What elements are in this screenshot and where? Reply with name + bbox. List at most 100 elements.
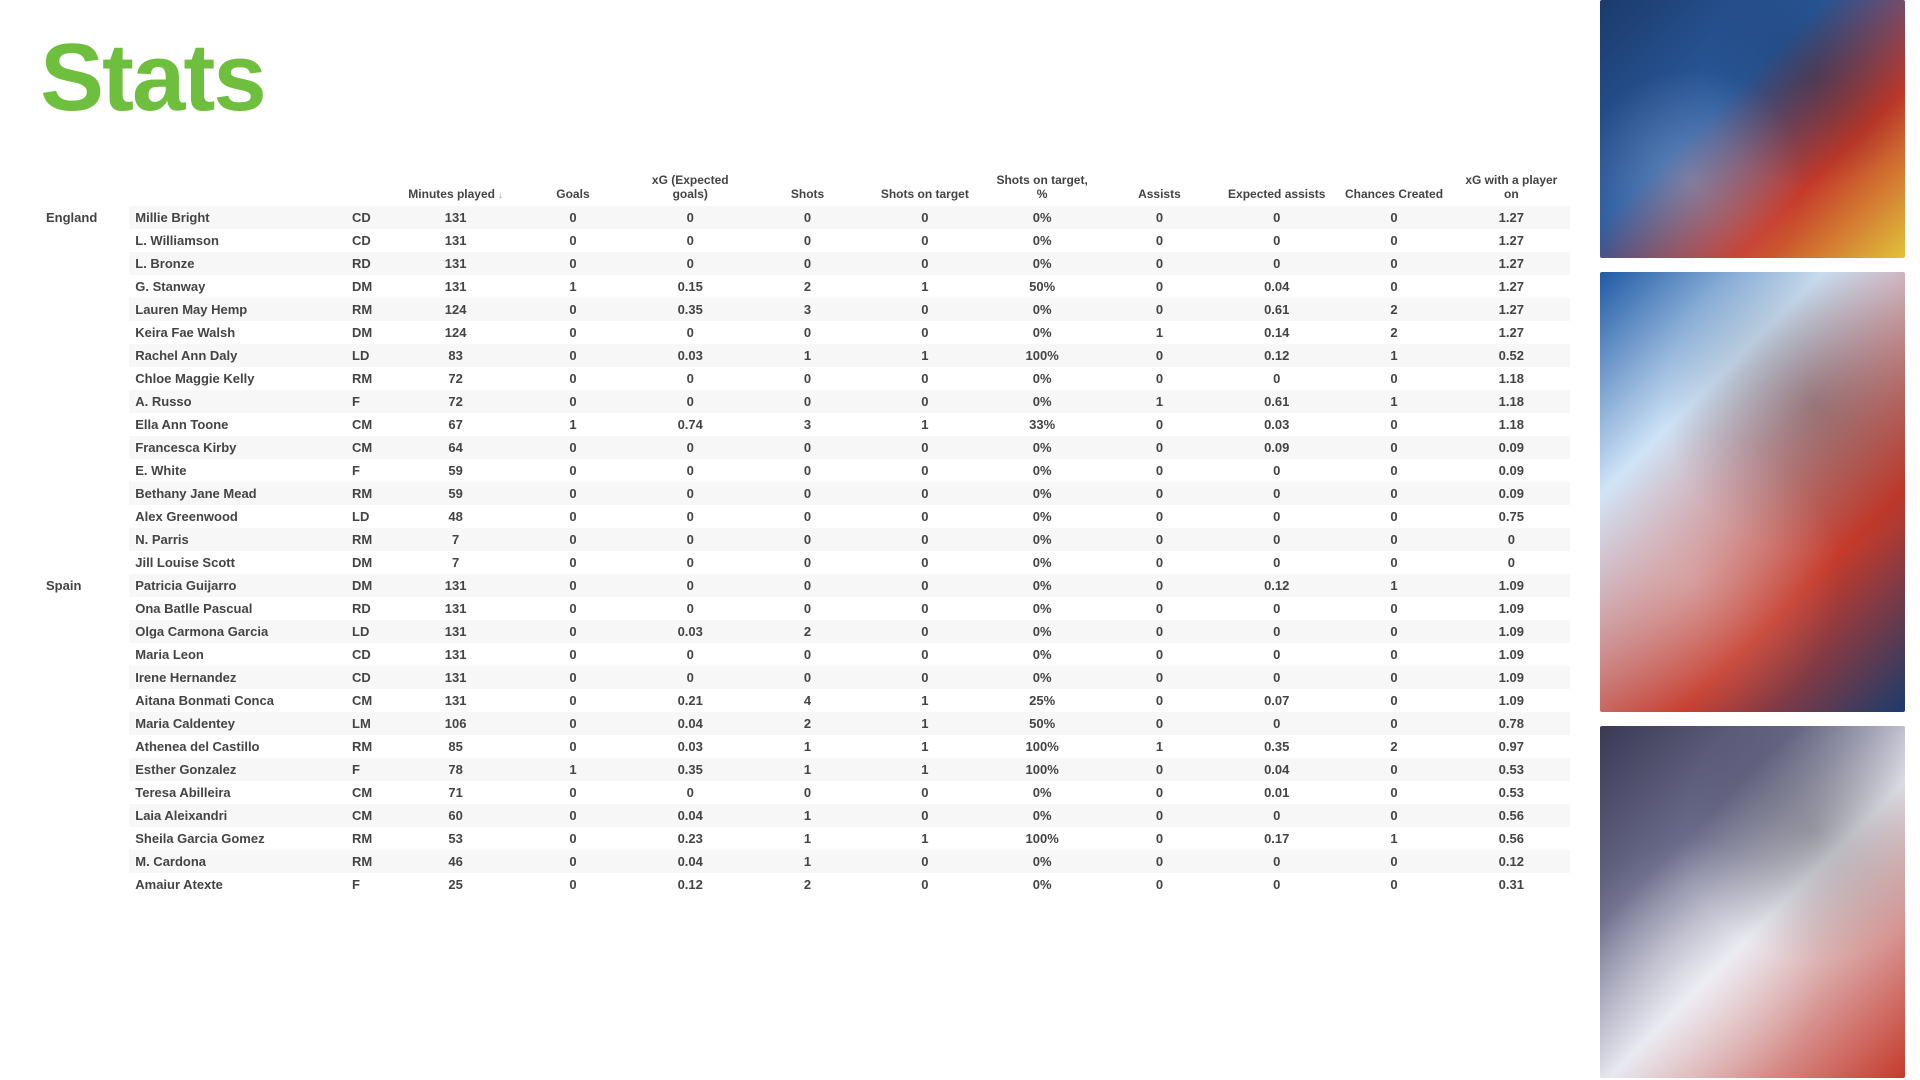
stat-cell: 0	[514, 873, 631, 896]
player-name: Aitana Bonmati Conca	[129, 689, 346, 712]
stat-cell: 0	[1218, 850, 1335, 873]
stat-cell: 0	[1335, 252, 1452, 275]
stat-cell: 0	[1335, 505, 1452, 528]
stat-cell: 0	[1335, 712, 1452, 735]
stat-cell: 0%	[983, 321, 1100, 344]
stat-cell: 33%	[983, 413, 1100, 436]
player-name: Sheila Garcia Gomez	[129, 827, 346, 850]
stat-cell: 0	[1101, 574, 1218, 597]
player-name: Amaiur Atexte	[129, 873, 346, 896]
col-expected-assists[interactable]: Expected assists	[1218, 166, 1335, 206]
stat-cell: 0	[1335, 666, 1452, 689]
stat-cell: 0%	[983, 482, 1100, 505]
stat-cell: 0	[632, 390, 749, 413]
table-row: A. RussoF7200000%10.6111.18	[40, 390, 1570, 413]
player-position: RD	[346, 597, 397, 620]
stat-cell: 1	[866, 344, 983, 367]
stat-cell: 0.12	[1453, 850, 1570, 873]
stat-cell: 0	[514, 620, 631, 643]
stat-cell: 0	[514, 551, 631, 574]
team-cell	[40, 643, 129, 666]
stat-cell: 100%	[983, 758, 1100, 781]
stat-cell: 131	[397, 643, 514, 666]
col-xg-expected-goals[interactable]: xG (Expected goals)	[632, 166, 749, 206]
stat-cell: 1	[749, 827, 866, 850]
stat-cell: 0.31	[1453, 873, 1570, 896]
team-cell	[40, 666, 129, 689]
table-row: Alex GreenwoodLD4800000%0000.75	[40, 505, 1570, 528]
stat-cell: 131	[397, 206, 514, 229]
stat-cell: 0%	[983, 850, 1100, 873]
player-name: Maria Leon	[129, 643, 346, 666]
team-cell	[40, 321, 129, 344]
table-row: Sheila Garcia GomezRM5300.2311100%00.171…	[40, 827, 1570, 850]
col-minutes-played[interactable]: Minutes played↓	[397, 166, 514, 206]
col-shots-on-target[interactable]: Shots on target, %	[983, 166, 1100, 206]
table-row: Maria CaldenteyLM10600.042150%0000.78	[40, 712, 1570, 735]
team-cell	[40, 252, 129, 275]
stat-cell: 0%	[983, 873, 1100, 896]
stat-cell: 124	[397, 298, 514, 321]
stat-cell: 0%	[983, 597, 1100, 620]
team-cell: England	[40, 206, 129, 229]
stat-cell: 0.09	[1453, 459, 1570, 482]
player-name: Ona Batlle Pascual	[129, 597, 346, 620]
team-cell	[40, 804, 129, 827]
stat-cell: 0	[632, 482, 749, 505]
stat-cell: 0.61	[1218, 298, 1335, 321]
col-assists[interactable]: Assists	[1101, 166, 1218, 206]
stat-cell: 0	[514, 252, 631, 275]
stat-cell: 0	[866, 551, 983, 574]
stat-cell: 0%	[983, 528, 1100, 551]
player-name: Jill Louise Scott	[129, 551, 346, 574]
stat-cell: 0%	[983, 620, 1100, 643]
player-position: DM	[346, 551, 397, 574]
stat-cell: 0	[632, 551, 749, 574]
table-row: Keira Fae WalshDM12400000%10.1421.27	[40, 321, 1570, 344]
table-body: EnglandMillie BrightCD13100000%0001.27L.…	[40, 206, 1570, 896]
stat-cell: 1	[749, 735, 866, 758]
team-cell	[40, 528, 129, 551]
table-row: L. WilliamsonCD13100000%0001.27	[40, 229, 1570, 252]
col-chances-created[interactable]: Chances Created	[1335, 166, 1452, 206]
stat-cell: 0%	[983, 505, 1100, 528]
stat-cell: 0.53	[1453, 781, 1570, 804]
stat-cell: 0	[1335, 459, 1452, 482]
player-name: E. White	[129, 459, 346, 482]
page-title: Stats	[40, 30, 1570, 126]
table-row: M. CardonaRM4600.04100%0000.12	[40, 850, 1570, 873]
stat-cell: 100%	[983, 344, 1100, 367]
col-xg-with-a-player-on[interactable]: xG with a player on	[1453, 166, 1570, 206]
stat-cell: 0	[514, 367, 631, 390]
stat-cell: 48	[397, 505, 514, 528]
stat-cell: 1	[749, 758, 866, 781]
stat-cell: 0	[632, 206, 749, 229]
col-shots-on-target[interactable]: Shots on target	[866, 166, 983, 206]
stat-cell: 1.09	[1453, 574, 1570, 597]
stat-cell: 0	[749, 597, 866, 620]
stat-cell: 0.09	[1453, 436, 1570, 459]
stat-cell: 0	[866, 850, 983, 873]
stat-cell: 0.35	[1218, 735, 1335, 758]
stat-cell: 0	[866, 367, 983, 390]
stat-cell: 0	[1218, 666, 1335, 689]
stat-cell: 131	[397, 689, 514, 712]
stat-cell: 0	[749, 528, 866, 551]
stat-cell: 0.56	[1453, 804, 1570, 827]
player-name: Chloe Maggie Kelly	[129, 367, 346, 390]
stat-cell: 0	[1101, 873, 1218, 896]
stat-cell: 1	[749, 804, 866, 827]
stat-cell: 0	[1101, 459, 1218, 482]
table-row: Olga Carmona GarciaLD13100.03200%0001.09	[40, 620, 1570, 643]
stat-cell: 1	[514, 275, 631, 298]
col-goals[interactable]: Goals	[514, 166, 631, 206]
col-shots[interactable]: Shots	[749, 166, 866, 206]
stat-cell: 0	[866, 252, 983, 275]
stat-cell: 1	[866, 275, 983, 298]
stat-cell: 2	[749, 873, 866, 896]
stat-cell: 0	[514, 528, 631, 551]
player-position: CM	[346, 436, 397, 459]
stat-cell: 0	[514, 712, 631, 735]
player-position: LD	[346, 620, 397, 643]
stats-table-wrap: Minutes played↓GoalsxG (Expected goals)S…	[40, 166, 1570, 896]
